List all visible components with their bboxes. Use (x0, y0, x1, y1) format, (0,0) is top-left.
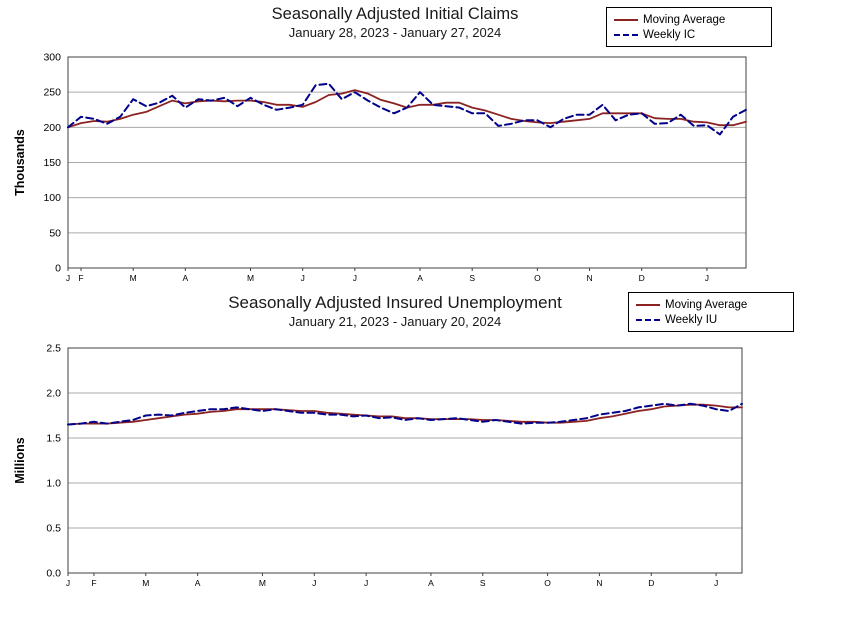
weekly-ic-line (67, 82, 747, 136)
x-tick-label: J (312, 578, 316, 588)
x-tick-label: F (91, 578, 96, 588)
x-tick-label: N (596, 578, 602, 588)
moving-average-line (67, 89, 747, 129)
moving-average-line-swatch (636, 303, 660, 306)
x-tick-label: D (639, 273, 645, 283)
moving-average-line-swatch (614, 18, 638, 21)
weekly-iu-line-swatch (636, 318, 660, 321)
x-tick-label: J (66, 273, 70, 283)
y-tick-label: 100 (43, 192, 61, 204)
y-tick-label: 300 (43, 52, 61, 64)
insured-unemployment-plot: 0.0 0.5 1.0 1.5 2.0 2.5 J F M A M J J A S O N D J Millions (13, 343, 743, 588)
y-tick-label: 50 (49, 227, 61, 239)
y-tick-label: 1.5 (46, 433, 61, 445)
y-tick-label: 2.5 (46, 343, 61, 355)
x-tick-label: J (66, 578, 70, 588)
x-tick-label: J (301, 273, 305, 283)
initial-claims-subtitle: January 28, 2023 - January 27, 2024 (288, 25, 502, 40)
x-tick-label: M (247, 273, 254, 283)
x-tick-label: J (705, 273, 709, 283)
x-tick-label: A (417, 273, 423, 283)
legend-label-moving-average: Moving Average (665, 298, 748, 311)
weekly-ic-line-swatch (614, 33, 638, 36)
legend-item-weekly-ic: Weekly IC (614, 29, 764, 41)
x-tick-label: J (714, 578, 718, 588)
insured-unemployment-legend: Moving Average Weekly IU (628, 292, 794, 332)
y-tick-label: 250 (43, 87, 61, 99)
x-tick-label: M (130, 273, 137, 283)
insured-unemployment-subtitle: January 21, 2023 - January 20, 2024 (288, 314, 502, 329)
plot-border (67, 56, 747, 269)
x-tick-label: S (480, 578, 486, 588)
y-tick-label: 0.0 (46, 568, 61, 580)
x-tick-label: J (364, 578, 368, 588)
weekly-iu-line (67, 402, 743, 426)
x-tick-label: A (183, 273, 189, 283)
x-tick-label: A (428, 578, 434, 588)
x-tick-label: A (195, 578, 201, 588)
x-tick-label: N (586, 273, 592, 283)
y-tick-label: 0 (55, 263, 61, 275)
x-tick-label: F (78, 273, 83, 283)
y-tick-label: 150 (43, 157, 61, 169)
x-tick-label: O (544, 578, 551, 588)
y-axis-label: Thousands (13, 129, 27, 196)
y-tick-label: 0.5 (46, 523, 61, 535)
legend-label-weekly-iu: Weekly IU (665, 313, 718, 326)
insured-unemployment-title: Seasonally Adjusted Insured Unemployment (228, 293, 562, 312)
x-tick-label: D (648, 578, 654, 588)
legend-label-weekly-ic: Weekly IC (643, 28, 696, 41)
legend-item-moving-average: Moving Average (636, 299, 786, 311)
legend-item-weekly-iu: Weekly IU (636, 314, 786, 326)
x-tick-label: M (259, 578, 266, 588)
y-tick-label: 1.0 (46, 478, 61, 490)
y-tick-label: 2.0 (46, 388, 61, 400)
moving-average-line (67, 403, 743, 426)
plot-border (67, 347, 743, 574)
initial-claims-legend: Moving Average Weekly IC (606, 7, 772, 47)
initial-claims-title: Seasonally Adjusted Initial Claims (271, 5, 519, 23)
x-tick-label: J (353, 273, 357, 283)
x-tick-label: M (142, 578, 149, 588)
x-tick-label: O (534, 273, 541, 283)
legend-item-moving-average: Moving Average (614, 14, 764, 26)
x-tick-label: S (469, 273, 475, 283)
legend-label-moving-average: Moving Average (643, 13, 726, 26)
y-tick-label: 200 (43, 122, 61, 134)
y-axis-label: Millions (13, 437, 27, 484)
